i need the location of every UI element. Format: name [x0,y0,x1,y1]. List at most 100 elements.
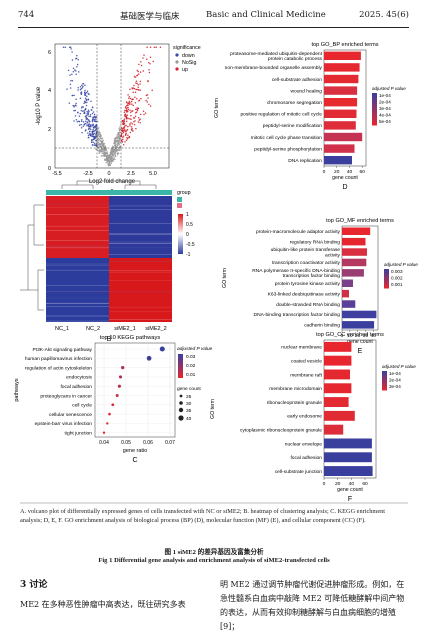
heatmap-row [46,264,109,266]
go-term-label: wound healing [290,88,322,94]
volcano-point [86,113,88,115]
kegg-term-label: regulation of actin cytoskeleton [25,365,92,371]
volcano-point [106,158,109,160]
volcano-point [138,119,141,121]
go-term-label: protein catabolic process [268,56,323,62]
volcano-point [97,131,100,134]
volcano-point [132,91,134,94]
left-paragraph: ME2 在多种恶性肿瘤中高表达，既往研究多表 [20,600,186,609]
volcano-point [102,145,104,147]
volcano-point [135,82,137,84]
section-heading: 3 讨论 [20,580,48,590]
heatmap-row [46,303,109,304]
volcano-point [92,127,95,129]
volcano-point [107,154,109,156]
volcano-point [126,111,128,113]
volcano-point [123,127,125,130]
journal-title-en: Basic and Clinical Medicine [206,10,326,20]
volcano-point [118,136,120,138]
volcano-point [140,60,142,63]
volcano-point [136,74,138,77]
heatmap-legend-title: group [177,190,191,196]
volcano-point [82,106,85,108]
go-ylabel: GO term [222,268,228,288]
volcano-point [62,46,65,49]
volcano-point [110,162,113,165]
go-title: top GO_MF enriched terms [326,218,394,224]
volcano-point [91,135,94,138]
heatmap-row [109,291,172,293]
volcano-point [75,98,77,100]
go-legend-tick: 2e-04 [379,100,391,105]
volcano-point [116,144,119,147]
count-swatch [178,415,184,421]
kegg-frame [94,342,176,438]
volcano-point [144,112,147,114]
volcano-point [142,57,144,59]
go-legend-tick: 1e-04 [379,93,391,98]
volcano-point [131,128,133,130]
volcano-point [129,123,131,125]
volcano-point [105,159,107,161]
volcano-point [123,126,125,128]
volcano-point [127,117,129,120]
volcano-point [95,128,97,131]
volcano-point [102,154,105,157]
heatmap-block-nc-bottom [46,258,109,322]
volcano-point [89,114,92,116]
legend-swatch-nosig [175,60,179,64]
heatmap-row [109,205,172,207]
volcano-point [138,63,140,66]
volcano-point [99,133,102,136]
volcano-point [96,137,99,139]
volcano-point [77,87,79,89]
volcano-point [133,75,136,78]
volcano-point [84,97,87,99]
volcano-point [90,139,93,141]
volcano-xtick: 5.0 [149,171,157,177]
volcano-point [133,87,136,90]
heatmap-row [109,242,172,244]
volcano-point [89,115,92,118]
volcano-point [91,120,94,123]
heatmap-row [46,226,109,227]
heatmap-row-texture [46,203,172,322]
volcano-point [129,125,131,127]
go-term-label: membrane microdomain [269,386,322,392]
volcano-point [147,79,149,82]
volcano-point [119,136,121,138]
volcano-point [91,118,94,121]
volcano-point [124,106,127,109]
heatmap-row [46,269,109,271]
volcano-point [94,127,96,129]
volcano-point [123,122,126,125]
go-panel-label: D [342,184,347,191]
go-legend-tick: 5e-04 [379,119,391,124]
volcano-point [87,92,90,95]
volcano-point [131,123,134,125]
volcano-point [73,105,75,107]
sample-label: NC_1 [55,326,69,332]
volcano-point [137,73,140,75]
volcano-point [131,110,133,112]
go-colorbar [382,371,387,391]
go-term-label: double-stranded RNA binding [276,302,340,308]
volcano-point [122,136,124,139]
go-term-label: proteasome-mediated ubiquitin-dependent [230,51,323,57]
kegg-dot [121,365,125,370]
volcano-point [95,116,98,118]
heatmap-row [46,230,109,231]
volcano-point [136,109,139,112]
volcano-point [126,136,128,139]
heatmap-row [109,234,172,235]
volcano-point [76,63,79,66]
volcano-point [118,138,121,141]
volcano-point [122,123,124,126]
volcano-point [91,106,94,109]
go-ylabel: GO term [214,98,220,118]
heatmap-block-nc-top [46,196,109,258]
go-term-label: membrane raft [290,372,322,378]
go-term-label: DNA replication [288,158,322,164]
go-tick-label: 0 [341,333,344,339]
go-tick-label: 20 [335,481,341,487]
